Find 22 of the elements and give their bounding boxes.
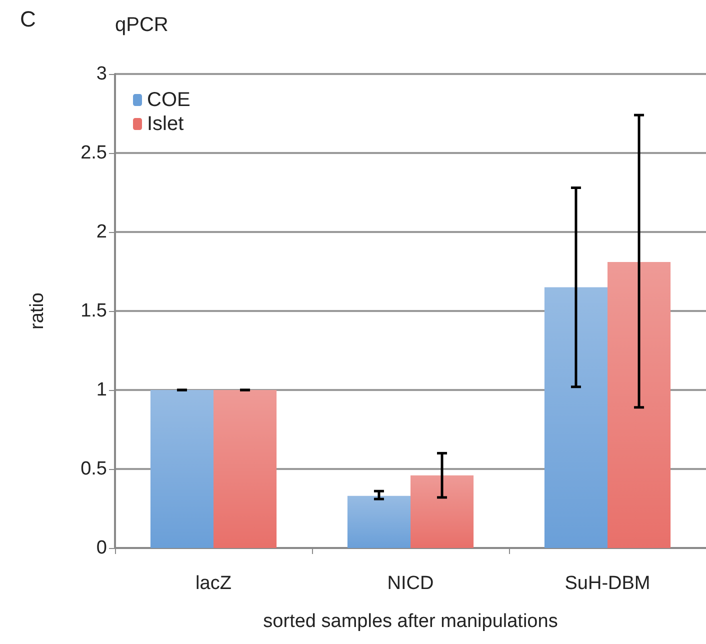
y-tick-label: 0 xyxy=(96,538,107,558)
bar xyxy=(214,390,277,548)
x-tick-label: NICD xyxy=(387,573,434,594)
bar xyxy=(608,262,671,548)
y-axis-title: ratio xyxy=(27,292,48,330)
x-axis-title: sorted samples after manipulations xyxy=(263,611,558,632)
text: C xyxy=(20,6,36,32)
legend-label: COE xyxy=(147,89,190,111)
y-tick-label: 2 xyxy=(96,222,107,242)
legend-label: Islet xyxy=(147,113,184,135)
bar xyxy=(410,475,474,548)
bar xyxy=(347,496,410,548)
bar xyxy=(150,390,214,548)
y-tick-label: 1 xyxy=(96,380,107,400)
y-tick-label: 2.5 xyxy=(80,142,107,164)
y-tick-label: 1.5 xyxy=(80,300,107,322)
x-tick-label: SuH-DBM xyxy=(564,573,650,594)
x-tick-label: lacZ xyxy=(196,573,232,594)
bar xyxy=(544,287,608,548)
y-tick-label: 0.5 xyxy=(80,458,107,480)
chart-title: qPCR xyxy=(115,14,168,36)
y-tick-label: 3 xyxy=(96,64,107,84)
